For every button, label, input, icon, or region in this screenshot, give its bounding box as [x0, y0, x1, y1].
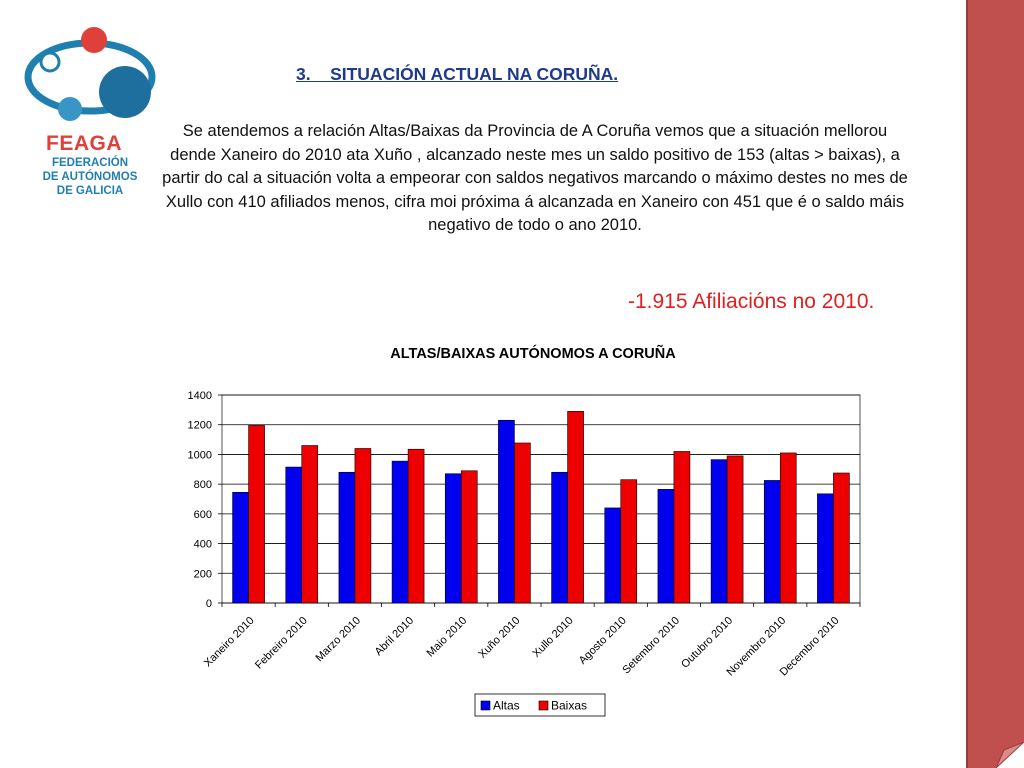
right-sidebar-bar — [966, 0, 1024, 768]
y-tick-label: 400 — [194, 539, 212, 551]
y-tick-label: 600 — [194, 509, 212, 521]
section-heading: 3. SITUACIÓN ACTUAL NA CORUÑA. — [296, 64, 618, 85]
logo-text: FEAGA FEDERACIÓN DE AUTÓNOMOS DE GALICIA — [20, 132, 160, 198]
bar-altas — [498, 419, 515, 604]
logo-subtitle-3: DE GALICIA — [56, 185, 124, 197]
logo-small-circle — [39, 51, 61, 73]
bar-altas — [604, 507, 622, 604]
logo-big-circle — [99, 66, 151, 118]
x-tick-label: Agosto 2010 — [577, 615, 629, 667]
bar-altas — [657, 489, 675, 604]
x-tick-label: Xaneiro 2010 — [202, 615, 257, 670]
bar-baixas — [460, 470, 478, 604]
x-tick-label: Abril 2010 — [373, 615, 417, 659]
x-tick-label: Marzo 2010 — [313, 615, 363, 665]
bar-baixas — [514, 442, 531, 604]
body-paragraph: Se atendemos a relación Altas/Baixas da … — [162, 122, 908, 234]
chart-title: ALTAS/BAIXAS AUTÓNOMOS A CORUÑA — [390, 344, 676, 362]
legend-label-baixas: Baixas — [551, 699, 587, 713]
legend-swatch-baixas — [538, 700, 549, 711]
x-tick-label: Xuño 2010 — [476, 615, 522, 661]
logo-mid-circle — [58, 97, 82, 121]
bar-baixas — [248, 425, 265, 604]
y-tick-label: 0 — [206, 598, 212, 610]
bar-altas — [285, 466, 303, 604]
bar-altas — [710, 459, 728, 604]
bar-baixas — [726, 455, 744, 604]
feaga-logo — [24, 27, 156, 121]
bar-altas — [551, 471, 568, 604]
bar-altas — [391, 460, 409, 604]
bar-baixas — [567, 411, 584, 604]
affiliation-total: -1.915 Afiliacións no 2010. — [628, 290, 875, 313]
x-tick-label: Outubro 2010 — [679, 615, 735, 671]
bar-altas — [817, 493, 834, 604]
page-curl-corner — [996, 742, 1024, 768]
bar-baixas — [673, 451, 691, 604]
x-tick-label: Xullo 2010 — [530, 615, 575, 660]
bar-altas — [444, 473, 462, 604]
bar-altas — [763, 480, 781, 604]
bar-baixas — [407, 448, 425, 604]
bar-altas — [232, 492, 249, 604]
logo-name: FEAGA — [46, 132, 122, 155]
legend-label-altas: Altas — [493, 699, 520, 713]
logo-red-circle — [81, 27, 107, 53]
y-tick-label: 800 — [194, 479, 212, 491]
logo-subtitle-1: FEDERACIÓN — [51, 157, 129, 169]
bar-chart: ALTAS/BAIXAS AUTÓNOMOS A CORUÑA 0 200 400 60… — [188, 344, 861, 717]
x-tick-label: Setembro 2010 — [620, 615, 682, 677]
x-tick-label: Febreiro 2010 — [253, 615, 310, 672]
y-tick-label: 1200 — [188, 420, 212, 432]
bar-baixas — [301, 445, 319, 604]
y-tick-label: 200 — [194, 568, 212, 580]
bar-baixas — [833, 472, 850, 604]
bar-baixas — [620, 479, 638, 604]
y-tick-label: 1400 — [188, 390, 212, 402]
heading-number: 3. — [296, 64, 311, 84]
bar-altas — [338, 471, 356, 604]
y-tick-label: 1000 — [188, 449, 212, 461]
plot-area — [221, 394, 861, 604]
legend-swatch-altas — [480, 700, 491, 711]
bar-baixas — [779, 452, 797, 604]
x-tick-label: Maio 2010 — [425, 615, 470, 660]
bar-baixas — [354, 448, 372, 604]
logo-subtitle-2: DE AUTÓNOMOS — [42, 171, 138, 183]
heading-text: SITUACIÓN ACTUAL NA CORUÑA. — [330, 64, 619, 84]
